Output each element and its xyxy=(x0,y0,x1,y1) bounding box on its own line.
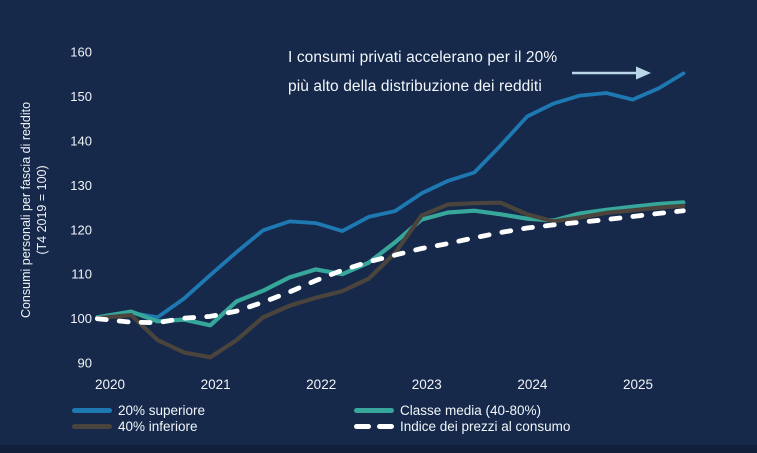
legend-label-40-inferiore: 40% inferiore xyxy=(118,418,198,434)
y-tick-label: 100 xyxy=(70,311,92,326)
legend-swatch-20-superiore xyxy=(72,407,112,413)
x-tick-label: 2024 xyxy=(517,377,548,392)
series-line-1 xyxy=(95,200,686,328)
legend-swatch-classe-media xyxy=(354,407,394,413)
x-tick-label: 2021 xyxy=(201,377,231,392)
legend-item-40-inferiore: 40% inferiore xyxy=(72,418,198,434)
annotation-arrow-head xyxy=(636,66,651,80)
annotation-line2: più alto della distribuzione dei redditi xyxy=(288,77,542,95)
series-line-3 xyxy=(94,208,686,326)
y-tick-label: 90 xyxy=(78,356,92,371)
y-axis-title-line2: (T4 2019 = 100) xyxy=(35,165,49,255)
y-tick-label: 120 xyxy=(70,222,92,237)
legend-item-classe-media: Classe media (40-80%) xyxy=(354,402,541,418)
legend-item-indice-prezzi: Indice dei prezzi al consumo xyxy=(354,418,570,434)
y-tick-label: 130 xyxy=(70,178,92,193)
y-tick-label: 110 xyxy=(71,267,92,282)
x-tick-label: 2022 xyxy=(306,377,336,392)
legend-label-20-superiore: 20% superiore xyxy=(118,402,206,418)
legend-item-20-superiore: 20% superiore xyxy=(72,402,205,418)
x-tick-label: 2020 xyxy=(95,377,125,392)
series-line-2 xyxy=(95,200,686,360)
legend-swatch-40-inferiore xyxy=(72,423,112,429)
y-axis-title: Consumi personali per fascia di reddito … xyxy=(18,102,50,318)
legend-label-classe-media: Classe media (40-80%) xyxy=(400,402,542,418)
legend-label-indice-prezzi: Indice dei prezzi al consumo xyxy=(400,418,571,434)
legend-swatch-indice-prezzi xyxy=(354,423,394,429)
y-tick-label: 140 xyxy=(70,133,92,148)
x-tick-label: 2025 xyxy=(623,377,653,392)
x-tick-label: 2023 xyxy=(412,377,442,392)
y-tick-label: 160 xyxy=(70,45,92,60)
footer-bar xyxy=(0,445,757,453)
annotation-line1: I consumi privati accelerano per il 20% xyxy=(288,49,558,66)
y-axis-title-line1: Consumi personali per fascia di reddito xyxy=(19,101,33,319)
series-line-0 xyxy=(95,71,686,320)
y-tick-label: 150 xyxy=(70,89,92,104)
chart-annotation: I consumi privati accelerano per il 20% … xyxy=(288,44,557,101)
